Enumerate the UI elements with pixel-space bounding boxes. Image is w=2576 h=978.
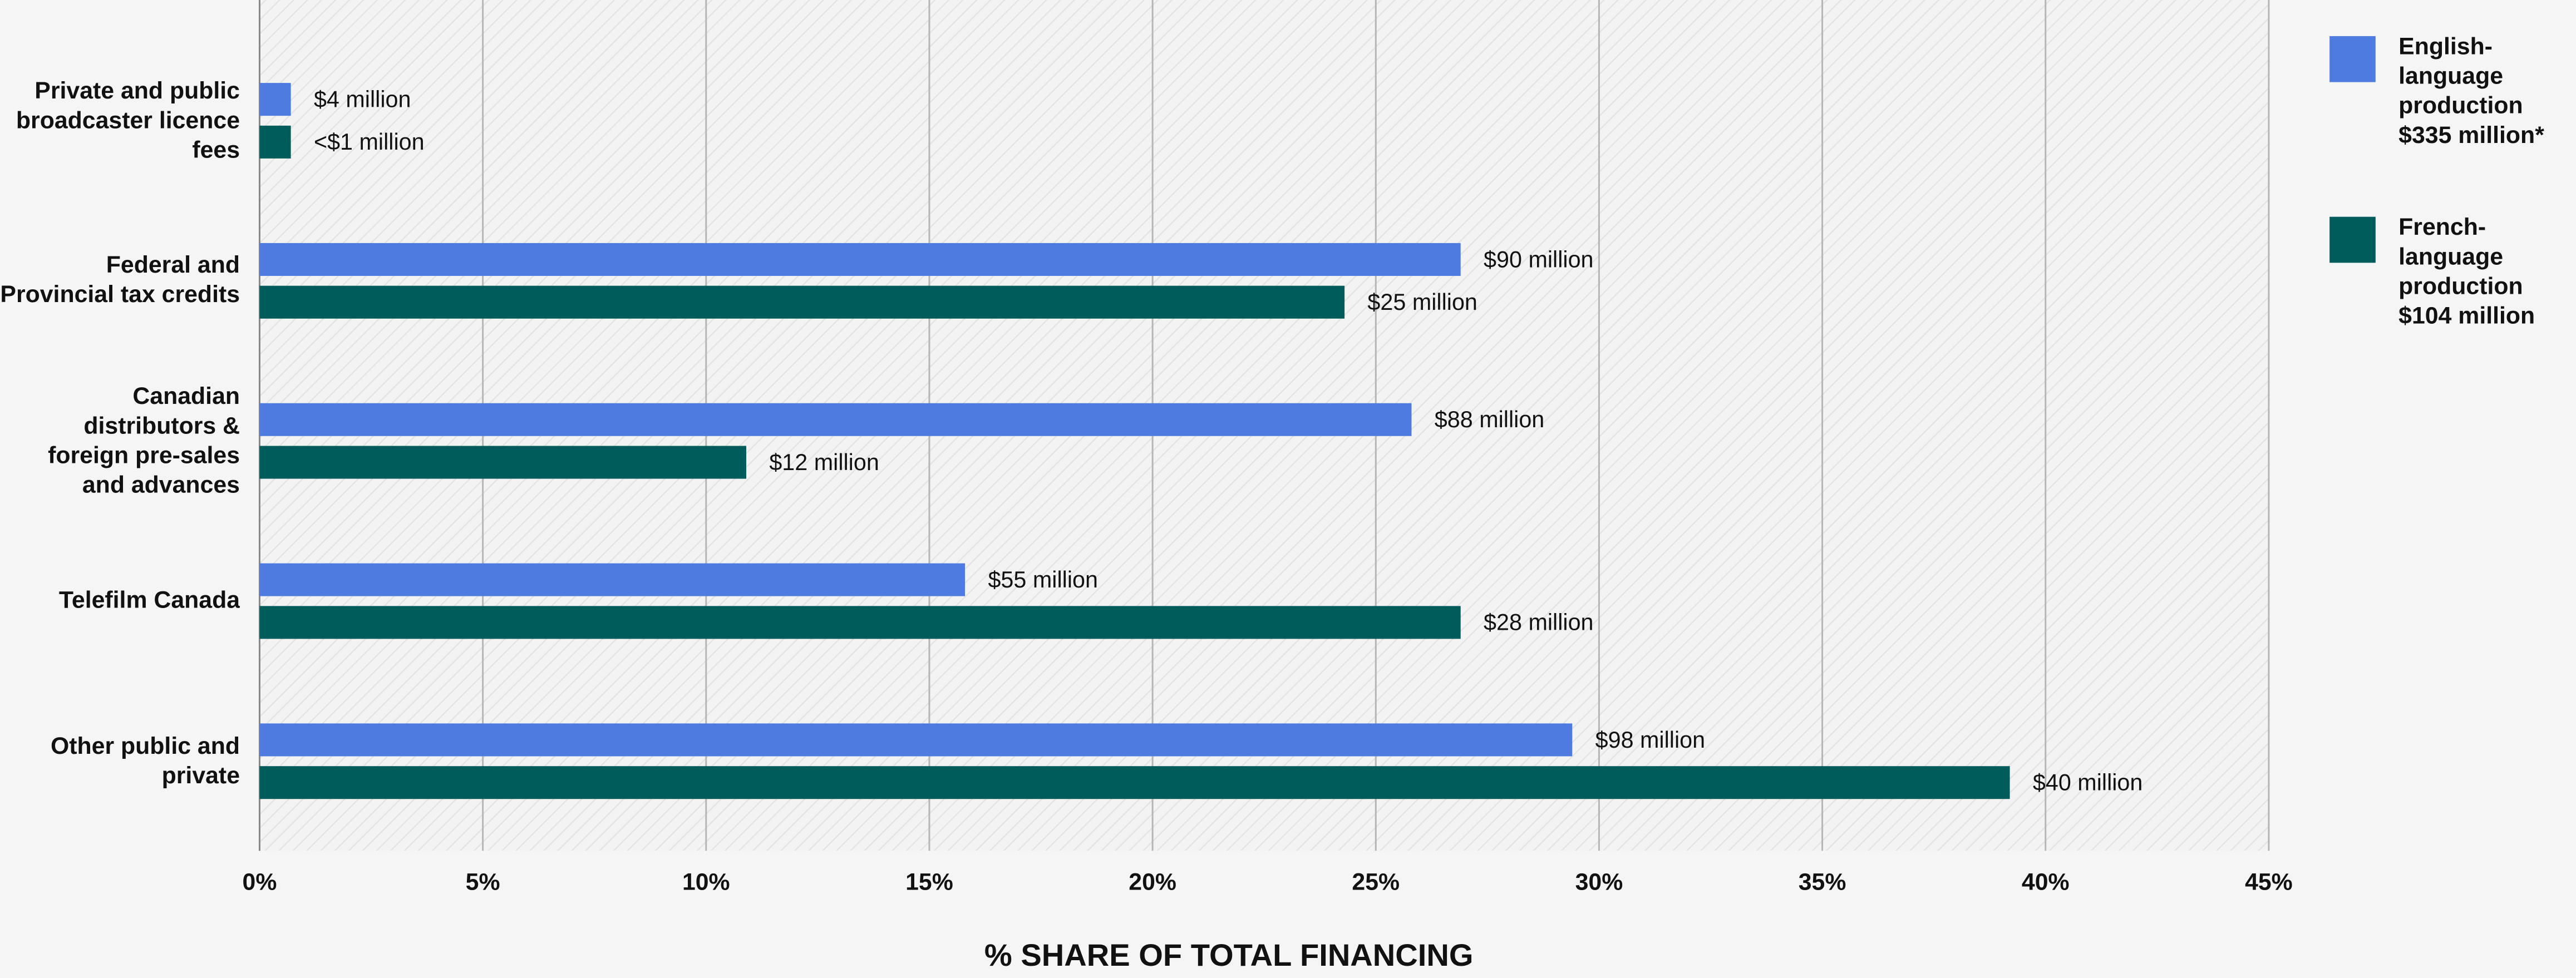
category-label-box: Federal and Provincial tax credits (0, 253, 240, 309)
bar (259, 563, 966, 596)
x-tick-label: 35% (1799, 869, 1846, 896)
value-label: $25 million (1367, 289, 1477, 315)
value-label: $12 million (769, 450, 879, 475)
bar (259, 723, 1573, 757)
value-label: <$1 million (314, 129, 425, 155)
category-label-box: Telefilm Canada (58, 587, 240, 615)
x-tick-label: 5% (466, 869, 500, 896)
bar (259, 243, 1461, 276)
x-tick-label: 20% (1129, 869, 1176, 896)
legend-label-box: English-language production $335 million… (2398, 34, 2544, 150)
value-label: $90 million (1484, 246, 1593, 272)
legend-swatch (2329, 216, 2376, 263)
value-label: $55 million (988, 567, 1098, 592)
category-label-box: Canadian distributors & foreign pre-sale… (48, 383, 240, 498)
bar (259, 403, 1412, 436)
x-tick-label: 0% (243, 869, 277, 896)
category-label: Other public and private (50, 733, 240, 789)
category-label: Canadian distributors & foreign pre-sale… (48, 383, 240, 498)
value-label: $28 million (1484, 610, 1593, 635)
category-label: Private and public broadcaster licence f… (16, 78, 240, 164)
bar (259, 606, 1461, 639)
legend-label-box: French-language production $104 million (2398, 215, 2535, 330)
bar (259, 766, 2010, 799)
value-label: $88 million (1435, 407, 1545, 432)
category-label-box: Private and public broadcaster licence f… (16, 78, 240, 164)
value-label: $4 million (314, 86, 411, 112)
value-label: $98 million (1595, 727, 1706, 753)
category-label-box: Other public and private (50, 733, 240, 789)
legend-label: French-language production $104 million (2398, 215, 2535, 330)
x-tick-label: 25% (1352, 869, 1400, 896)
x-tick-label: 45% (2245, 869, 2293, 896)
x-tick-label: 40% (2022, 869, 2070, 896)
category-label: Federal and Provincial tax credits (0, 253, 240, 309)
x-axis-label: % SHARE OF TOTAL FINANCING (984, 937, 1474, 972)
legend-label: English-language production $335 million… (2398, 34, 2544, 150)
bar (259, 125, 291, 159)
category-label: Telefilm Canada (58, 587, 240, 615)
bar (259, 83, 291, 116)
x-tick-label: 30% (1575, 869, 1623, 896)
x-tick-label: 15% (905, 869, 953, 896)
value-label: $40 million (2033, 770, 2143, 796)
x-tick-label: 10% (682, 869, 730, 896)
bar (259, 446, 746, 479)
bar (259, 285, 1345, 319)
legend-swatch (2329, 36, 2376, 82)
